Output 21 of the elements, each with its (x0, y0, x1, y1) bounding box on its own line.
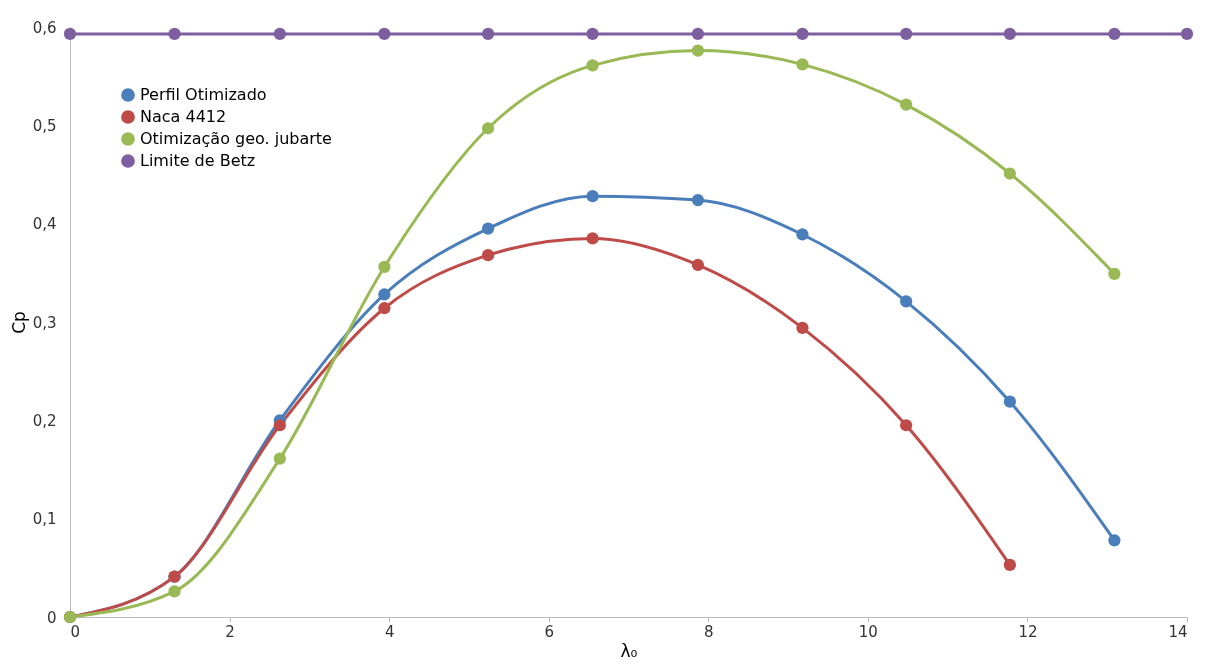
y-tick-label: 0,1 (32, 510, 57, 529)
x-tick-label: 6 (544, 622, 554, 641)
x-tick-label: 10 (858, 622, 878, 641)
legend-label: Perfil Otimizado (140, 85, 267, 104)
x-tick-label: 0 (70, 622, 81, 641)
legend-label: Naca 4412 (140, 107, 227, 126)
legend-label: Otimização geo. jubarte (140, 129, 332, 148)
y-tick-label: 0,4 (32, 215, 57, 234)
y-tick-label: 0,5 (32, 116, 57, 135)
x-tick-label: 2 (225, 622, 235, 641)
y-tick-label: 0,2 (32, 411, 57, 430)
x-tick-label: 8 (704, 622, 714, 641)
x-tick-label: 14 (1168, 622, 1188, 641)
x-tick-label: 4 (384, 622, 395, 641)
legend-label: Limite de Betz (140, 151, 256, 170)
x-tick-label: 12 (1018, 622, 1038, 641)
y-tick-label: 0,6 (32, 18, 57, 37)
x-axis-title: λ₀ (620, 640, 638, 661)
y-axis-title: Cp (8, 311, 29, 334)
y-tick-label: 0,3 (32, 313, 57, 332)
y-tick-label: 0 (46, 608, 57, 627)
